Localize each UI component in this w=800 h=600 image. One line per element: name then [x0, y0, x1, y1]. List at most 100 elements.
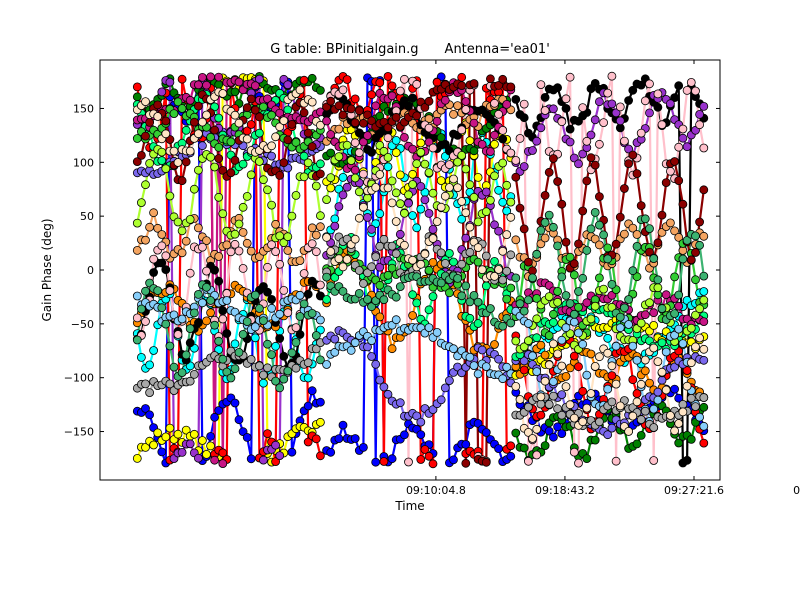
data-point — [502, 266, 512, 276]
data-point — [354, 187, 364, 197]
data-point — [544, 399, 554, 409]
data-point — [222, 329, 232, 338]
data-point — [358, 118, 368, 128]
data-point — [699, 295, 709, 305]
data-point — [315, 417, 325, 427]
data-point — [338, 110, 348, 120]
data-point — [515, 299, 525, 309]
data-point — [436, 278, 446, 288]
data-point — [485, 304, 495, 313]
data-point — [632, 439, 642, 449]
data-point — [553, 297, 562, 307]
data-point — [595, 97, 604, 107]
data-point — [465, 313, 475, 323]
data-point — [473, 319, 483, 328]
data-point — [291, 190, 301, 200]
data-point — [636, 128, 646, 138]
data-point — [424, 114, 434, 124]
data-point — [465, 247, 475, 257]
data-point — [330, 214, 340, 224]
data-point — [230, 229, 240, 239]
data-point — [674, 301, 684, 311]
data-point — [391, 112, 401, 122]
data-point — [189, 308, 199, 318]
data-point — [275, 170, 285, 180]
data-point — [557, 410, 567, 420]
data-point — [177, 248, 187, 258]
data-point — [532, 333, 542, 343]
data-point — [238, 159, 248, 169]
data-point — [699, 355, 709, 365]
data-point — [519, 443, 529, 453]
data-point — [193, 101, 203, 111]
data-point — [315, 159, 325, 169]
data-point — [395, 229, 405, 239]
data-point — [691, 275, 700, 285]
data-point — [367, 336, 377, 346]
data-point — [230, 87, 240, 97]
data-point — [524, 295, 533, 305]
x-tick-label-0: 09:10:04.8 — [406, 484, 466, 497]
data-point — [267, 294, 277, 304]
data-point — [695, 412, 704, 422]
data-point — [457, 259, 467, 269]
data-point — [695, 120, 704, 130]
data-point — [250, 105, 260, 115]
data-point — [371, 457, 381, 467]
data-point — [214, 252, 224, 261]
data-point — [258, 102, 268, 112]
data-point — [506, 250, 516, 260]
data-point — [416, 138, 426, 148]
data-point — [590, 115, 600, 125]
data-point — [424, 305, 434, 315]
data-point — [457, 150, 467, 160]
data-point — [628, 341, 638, 351]
data-point — [490, 271, 499, 281]
data-point — [326, 447, 336, 457]
data-point — [326, 96, 336, 106]
data-point — [536, 225, 546, 235]
data-point — [275, 122, 285, 132]
data-point — [363, 268, 372, 278]
data-point — [346, 345, 356, 355]
data-point — [202, 80, 211, 90]
data-point — [283, 366, 293, 376]
data-point — [498, 197, 508, 207]
data-point — [338, 172, 348, 182]
data-point — [136, 352, 146, 362]
data-point — [586, 349, 596, 359]
data-point — [315, 451, 325, 461]
y-tick-label-5: −100 — [64, 372, 94, 385]
data-point — [234, 347, 244, 357]
data-point — [632, 241, 642, 251]
series-1-17 — [322, 74, 516, 468]
data-point — [498, 246, 508, 256]
data-point — [375, 140, 385, 150]
data-point — [549, 377, 558, 387]
data-point — [465, 352, 475, 362]
data-point — [674, 324, 684, 334]
data-point — [173, 217, 183, 227]
data-point — [371, 182, 381, 192]
data-point — [607, 371, 617, 381]
data-point — [540, 218, 550, 227]
data-point — [299, 75, 309, 85]
data-point — [428, 405, 438, 415]
data-point — [557, 429, 567, 439]
data-point — [494, 444, 504, 454]
data-point — [338, 262, 348, 272]
data-point — [141, 317, 150, 326]
data-point — [569, 447, 579, 457]
data-point — [283, 308, 293, 318]
data-point — [428, 459, 438, 469]
data-point — [157, 303, 167, 313]
data-point — [645, 224, 654, 234]
data-point — [132, 313, 142, 323]
data-point — [506, 148, 516, 158]
data-point — [420, 159, 430, 169]
data-point — [473, 369, 483, 379]
data-point — [578, 417, 588, 427]
data-point — [383, 152, 393, 162]
data-point — [490, 139, 499, 149]
data-point — [586, 314, 596, 324]
